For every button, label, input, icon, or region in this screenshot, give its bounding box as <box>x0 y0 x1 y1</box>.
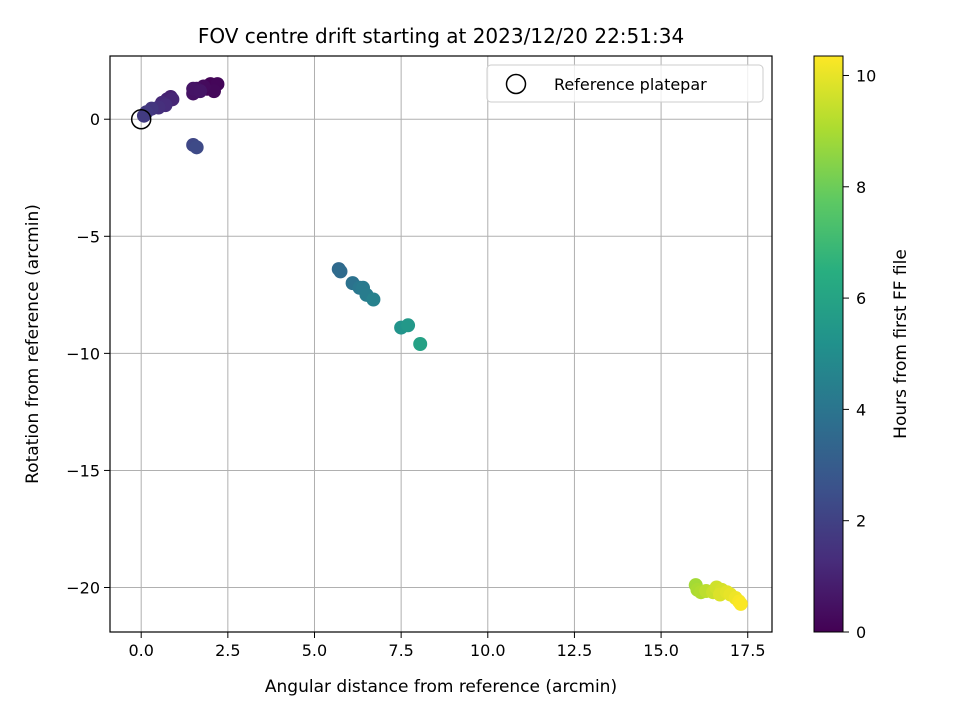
x-tick-label: 0.0 <box>128 641 153 660</box>
reference-platepar-marker <box>130 108 152 130</box>
x-tick-label: 5.0 <box>302 641 327 660</box>
x-axis-label: Angular distance from reference (arcmin) <box>265 677 617 697</box>
data-point <box>401 318 416 333</box>
data-point <box>413 337 428 351</box>
data-point <box>366 292 381 307</box>
colorbar-tick-label: 8 <box>856 178 866 197</box>
x-tick-label: 7.5 <box>388 641 413 660</box>
colorbar-tick-label: 2 <box>856 512 866 531</box>
y-axis-ticks: 0 −5 −10 −15 −20 <box>66 110 110 598</box>
x-tick-label: 17.5 <box>730 641 766 660</box>
colorbar-ticks: 0 2 4 6 8 10 <box>843 66 876 642</box>
grid-lines <box>110 56 772 632</box>
x-tick-label: 15.0 <box>643 641 679 660</box>
chart-title: FOV centre drift starting at 2023/12/20 … <box>198 24 684 48</box>
legend-entry-label: Reference platepar <box>554 75 707 94</box>
reference-marker-layer <box>130 108 152 130</box>
y-axis-label: Rotation from reference (arcmin) <box>23 204 43 484</box>
colorbar-tick-label: 0 <box>856 623 866 642</box>
y-tick-label: −20 <box>66 579 100 598</box>
legend-box <box>486 64 764 103</box>
colorbar-tick-label: 4 <box>856 400 866 419</box>
colorbar <box>813 55 844 633</box>
colorbar-label: Hours from first FF file <box>891 249 911 439</box>
y-tick-label: −10 <box>66 344 100 363</box>
data-point <box>733 596 748 611</box>
x-tick-label: 2.5 <box>215 641 240 660</box>
x-tick-label: 10.0 <box>470 641 506 660</box>
data-points <box>136 77 748 611</box>
x-tick-label: 12.5 <box>557 641 593 660</box>
y-tick-label: −5 <box>76 227 100 246</box>
colorbar-tick-label: 10 <box>856 66 876 85</box>
legend-marker-open-circle <box>505 73 527 95</box>
y-tick-label: 0 <box>90 110 100 129</box>
plot-frame <box>109 55 773 633</box>
y-tick-label: −15 <box>66 461 100 480</box>
x-axis-ticks: 0.0 2.5 5.0 7.5 10.0 12.5 15.0 17.5 <box>128 632 766 660</box>
legend: Reference platepar <box>486 64 764 103</box>
colorbar-tick-label: 6 <box>856 289 866 308</box>
data-point <box>189 140 204 155</box>
data-point <box>333 264 348 279</box>
data-point <box>193 84 208 99</box>
